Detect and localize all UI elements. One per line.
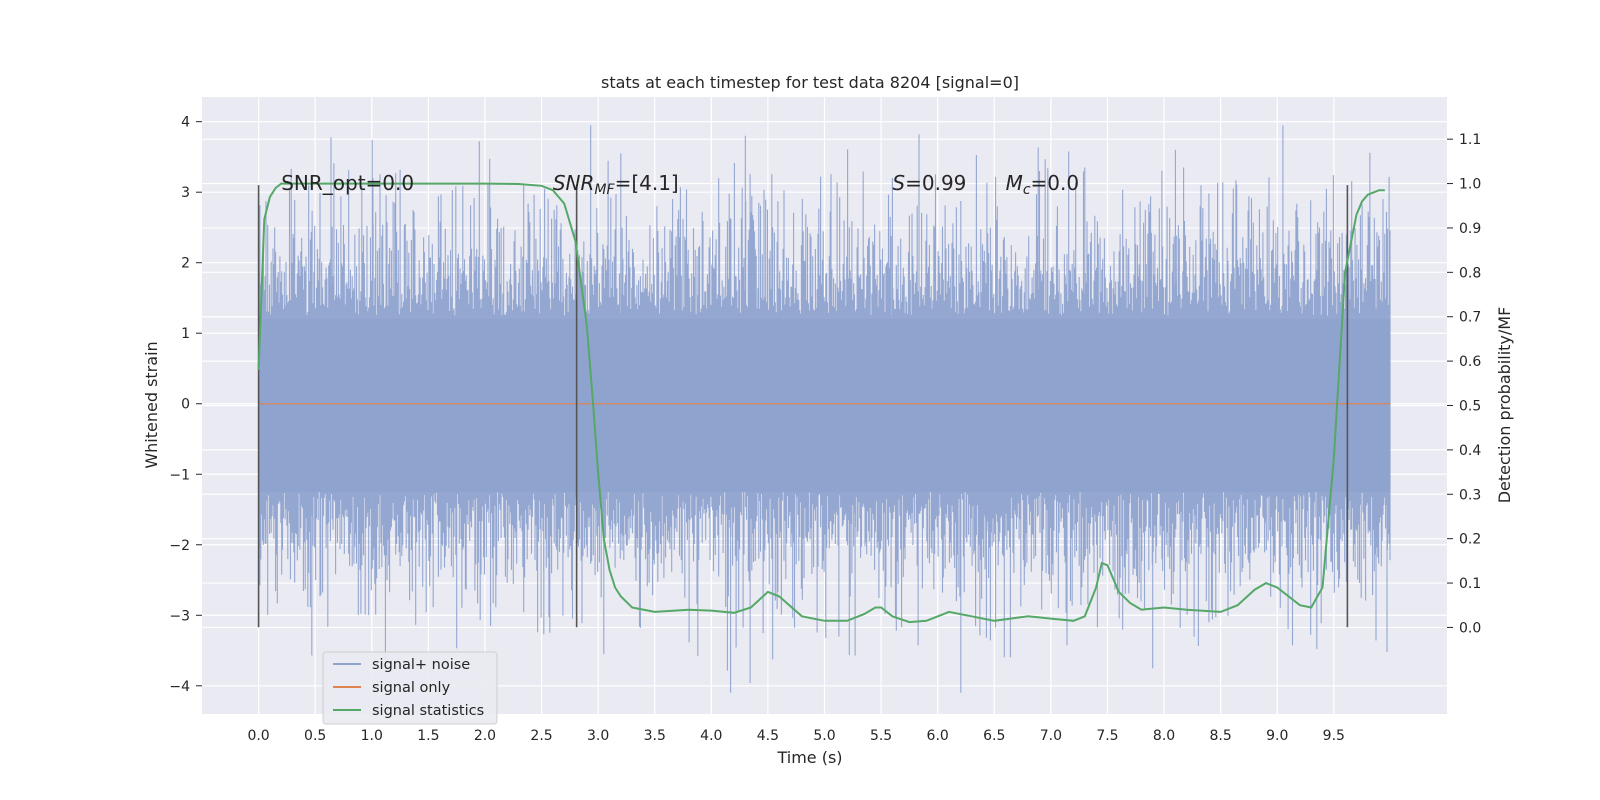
y-tick-label: −3 — [169, 608, 190, 624]
x-tick-label: 8.5 — [1210, 728, 1232, 744]
annotation-text: Mc=0.0 — [1006, 171, 1080, 198]
x-tick-label: 8.0 — [1153, 728, 1175, 744]
x-tick-label: 6.5 — [983, 728, 1005, 744]
x-tick-label: 3.0 — [587, 728, 609, 744]
y2-tick-label: 0.7 — [1459, 310, 1481, 326]
x-tick-label: 4.5 — [757, 728, 779, 744]
series-signal-statistics — [257, 182, 1385, 624]
x-tick-label: 2.5 — [530, 728, 552, 744]
x-tick-label: 2.0 — [474, 728, 496, 744]
y2-axis-label: Detection probability/MF — [1495, 307, 1514, 504]
y2-tick-label: 0.0 — [1459, 620, 1481, 636]
y-axis-label: Whitened strain — [142, 341, 161, 468]
x-tick-label: 9.0 — [1266, 728, 1288, 744]
annotation-text: SNRMF=[4.1] — [553, 171, 679, 198]
y-tick-label: 2 — [181, 256, 190, 272]
legend-label-signal-noise: signal+ noise — [372, 657, 470, 673]
x-tick-label: 0.5 — [304, 728, 326, 744]
legend-box — [322, 651, 498, 725]
x-tick-label: 9.5 — [1323, 728, 1345, 744]
y2-tick-label: 0.3 — [1459, 487, 1481, 503]
chart-title: stats at each timestep for test data 820… — [601, 73, 1019, 92]
x-tick-label: 3.5 — [644, 728, 666, 744]
x-axis-label: Time (s) — [776, 748, 842, 767]
signal-statistics-line — [257, 182, 1385, 624]
y2-tick-label: 0.8 — [1459, 265, 1481, 281]
x-tick-label: 7.5 — [1096, 728, 1118, 744]
x-tick-label: 1.0 — [361, 728, 383, 744]
y2-tick-label: 0.6 — [1459, 354, 1481, 370]
x-tick-label: 5.0 — [813, 728, 835, 744]
x-tick-label: 7.0 — [1040, 728, 1062, 744]
annotation-text: S=0.99 — [892, 171, 966, 195]
y2-tick-label: 0.9 — [1459, 221, 1481, 237]
annotations: SNR_opt=0.0 SNRMF=[4.1] S=0.99 Mc=0.0 — [281, 171, 1079, 198]
x-tick-label: 5.5 — [870, 728, 892, 744]
x-tick-label: 4.0 — [700, 728, 722, 744]
legend-label-signal-statistics: signal statistics — [372, 703, 484, 719]
y-tick-label: 3 — [181, 185, 190, 201]
y-tick-labels: −4 −3 −2 −1 0 1 2 3 4 — [169, 115, 202, 695]
y2-tick-label: 1.0 — [1459, 177, 1481, 193]
y-tick-label: −2 — [169, 538, 190, 554]
x-tick-label: 6.0 — [927, 728, 949, 744]
legend: signal+ noise signal only signal statist… — [322, 651, 498, 725]
y-tick-label: 4 — [181, 115, 190, 131]
noise-core-band — [258, 319, 1391, 492]
x-tick-label: 1.5 — [417, 728, 439, 744]
y2-tick-labels: 0.0 0.1 0.2 0.3 0.4 0.5 0.6 0.7 0.8 0.9 1.0 1.1 — [1447, 132, 1481, 636]
x-tick-labels: 0.0 0.5 1.0 1.5 2.0 2.5 3.0 3.5 4.0 4.5 5.0 5.5 6.0 6… — [247, 728, 1344, 744]
y2-tick-label: 0.5 — [1459, 399, 1481, 415]
legend-label-signal-only: signal only — [372, 680, 451, 696]
annotation-text: SNR_opt=0.0 — [281, 171, 414, 195]
y-tick-label: 0 — [181, 397, 190, 413]
y-tick-label: −1 — [169, 467, 190, 483]
y2-tick-label: 0.4 — [1459, 443, 1481, 459]
y2-tick-label: 0.2 — [1459, 532, 1481, 548]
y2-tick-label: 0.1 — [1459, 576, 1481, 592]
y-tick-label: −4 — [169, 679, 190, 695]
x-tick-label: 0.0 — [247, 728, 269, 744]
y-tick-label: 1 — [181, 326, 190, 342]
series-signal-noise — [258, 125, 1391, 693]
y2-tick-label: 1.1 — [1459, 132, 1481, 148]
